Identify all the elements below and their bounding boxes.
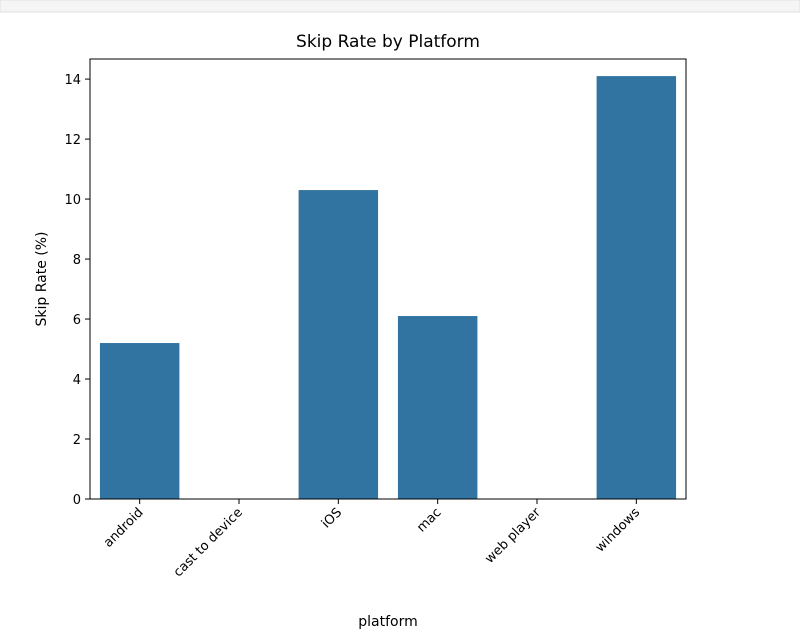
- x-tick-label: windows: [593, 505, 643, 555]
- y-tick-label: 0: [73, 493, 81, 508]
- x-tick-label: mac: [414, 505, 444, 535]
- x-tick-label: web player: [482, 505, 544, 567]
- bar: [298, 190, 379, 500]
- y-tick-label: 12: [64, 133, 81, 148]
- y-tick-label: 4: [73, 373, 81, 388]
- y-tick-label: 14: [64, 73, 81, 88]
- x-axis-label: platform: [358, 614, 418, 630]
- y-axis-label: Skip Rate (%): [34, 232, 50, 327]
- bar: [99, 343, 180, 499]
- bar: [397, 316, 478, 499]
- y-tick-label: 2: [73, 433, 81, 448]
- code-cell-strip: [0, 0, 800, 13]
- chart-title: Skip Rate by Platform: [296, 32, 480, 52]
- x-tick-label: android: [101, 505, 146, 550]
- x-tick-label: cast to device: [171, 505, 246, 580]
- y-tick-label: 10: [64, 193, 81, 208]
- bar: [596, 76, 677, 499]
- y-tick-label: 8: [73, 253, 81, 268]
- plot-frame: [89, 58, 687, 500]
- y-tick-label: 6: [73, 313, 81, 328]
- x-tick-label: iOS: [319, 505, 345, 531]
